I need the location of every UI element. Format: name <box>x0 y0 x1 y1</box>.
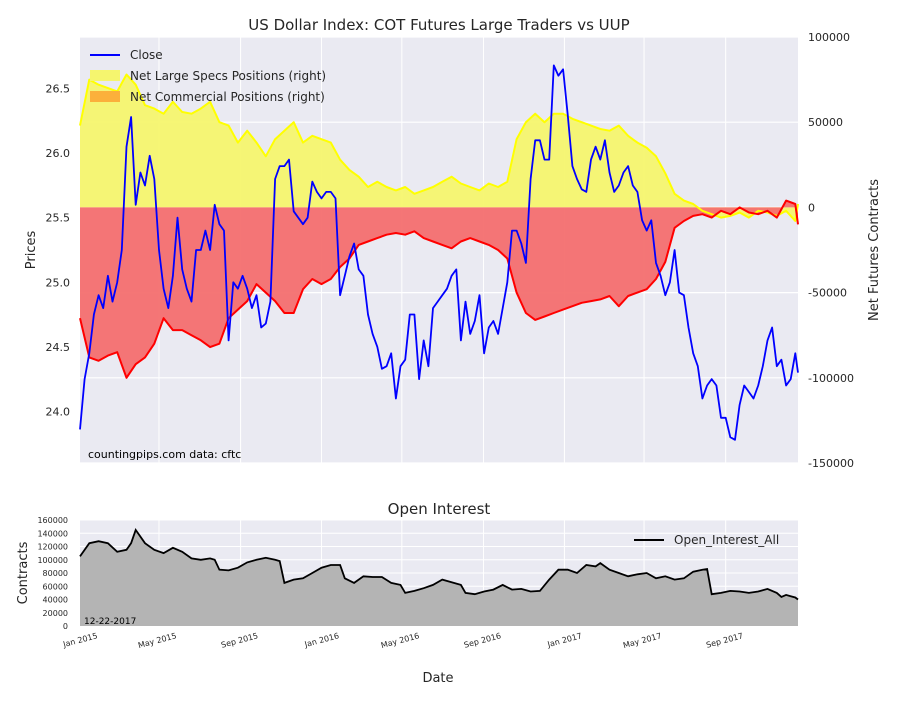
legend-specs-swatch <box>90 70 120 81</box>
right-tick-label-0: -150000 <box>808 457 854 470</box>
price-legend: Close Net Large Specs Positions (right) … <box>90 48 326 104</box>
left-tick-label-3: 25.5 <box>46 212 71 225</box>
date-tick-label-8: Sep 2017 <box>705 631 744 650</box>
contracts-axis-label: Contracts <box>16 541 31 604</box>
date-axis-label: Date <box>422 671 453 686</box>
oi-y-tick-label-0: 0 <box>63 622 68 631</box>
legend-commercial-label: Net Commercial Positions (right) <box>130 90 325 104</box>
line-large-specs <box>79 73 799 222</box>
legend-specs-label: Net Large Specs Positions (right) <box>130 69 326 83</box>
date-tick-label-4: May 2016 <box>380 631 420 650</box>
open-interest-line <box>79 527 799 601</box>
legend-close-label: Close <box>130 48 163 62</box>
left-tick-label-2: 25.0 <box>46 276 71 289</box>
oi-y-tick-label-4: 80000 <box>43 569 68 578</box>
left-tick-label-4: 26.0 <box>46 147 71 160</box>
date-tick-label-7: May 2017 <box>622 631 662 650</box>
legend-open-interest-label: Open_Interest_All <box>674 533 779 547</box>
date-axis-ticks: Jan 2015 May 2015 Sep 2015 Jan 2016 May 2016… <box>61 631 744 650</box>
open-interest-panel: 0 20000 40000 60000 80000 100000 120000 140000 1… <box>16 500 799 686</box>
open-interest-y-ticks: 0 20000 40000 60000 80000 100000 120000 140000 1… <box>37 516 68 631</box>
price-lines <box>79 64 799 441</box>
date-tick-label-1: May 2015 <box>137 631 177 650</box>
line-close <box>79 64 799 441</box>
date-tick-label-0: Jan 2015 <box>61 631 98 649</box>
right-tick-label-2: -50000 <box>808 287 847 300</box>
open-interest-area <box>80 529 798 626</box>
oi-y-tick-label-1: 20000 <box>43 609 68 618</box>
left-axis-ticks: 24.0 24.5 25.0 25.5 26.0 26.5 <box>46 83 71 419</box>
left-tick-label-5: 26.5 <box>46 83 71 96</box>
oi-series-line <box>79 527 799 601</box>
oi-area-fill <box>80 529 798 626</box>
right-tick-label-4: 50000 <box>808 116 843 129</box>
oi-y-tick-label-3: 60000 <box>43 582 68 591</box>
open-interest-legend: Open_Interest_All <box>634 533 779 547</box>
area-commercial <box>80 200 798 378</box>
price-chart-title: US Dollar Index: COT Futures Large Trade… <box>248 16 629 34</box>
date-tick-label-3: Jan 2016 <box>303 631 340 649</box>
date-tick-label-5: Sep 2016 <box>463 631 502 650</box>
right-tick-label-3: 0 <box>808 201 815 214</box>
right-tick-label-1: -100000 <box>808 372 854 385</box>
right-axis-ticks: -150000 -100000 -50000 0 50000 100000 <box>808 31 854 470</box>
oi-y-tick-label-6: 120000 <box>37 543 68 552</box>
source-note: countingpips.com data: cftc <box>88 448 241 461</box>
oi-y-tick-label-5: 100000 <box>37 556 68 565</box>
oi-y-tick-label-2: 40000 <box>43 596 68 605</box>
left-tick-label-0: 24.0 <box>46 405 71 418</box>
prices-axis-label: Prices <box>24 231 39 270</box>
price-panel: 24.024.525.025.526.026.5 -150000-100000-… <box>24 16 882 470</box>
oi-y-tick-label-8: 160000 <box>37 516 68 525</box>
date-tick-label-6: Jan 2017 <box>546 631 583 649</box>
open-interest-title: Open Interest <box>388 500 491 518</box>
oi-y-tick-label-7: 140000 <box>37 529 68 538</box>
line-commercial <box>79 199 799 379</box>
legend-commercial-swatch <box>90 91 120 102</box>
right-tick-label-5: 100000 <box>808 31 850 44</box>
report-date-note: 12-22-2017 <box>84 617 136 627</box>
date-tick-label-2: Sep 2015 <box>220 631 259 650</box>
left-tick-label-1: 24.5 <box>46 341 71 354</box>
net-futures-axis-label: Net Futures Contracts <box>867 179 882 321</box>
